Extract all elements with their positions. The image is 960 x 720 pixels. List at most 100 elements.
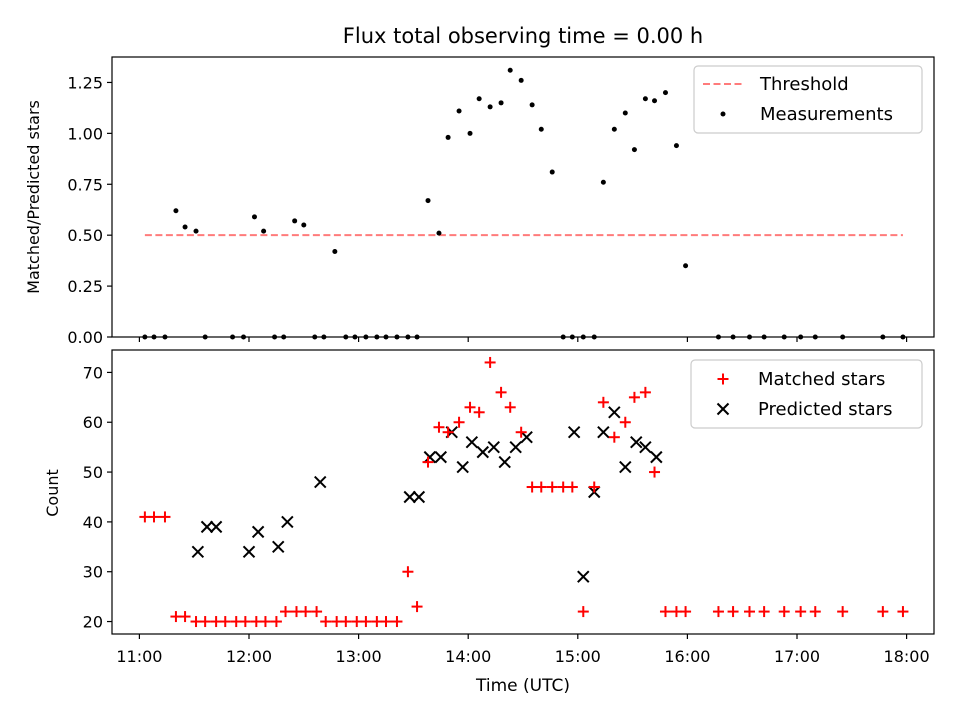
- predicted-star-point: [619, 460, 632, 474]
- bottom-y-axis-label: Count: [43, 469, 62, 517]
- matched-star-point: [495, 386, 507, 398]
- matched-star-point: [380, 616, 392, 628]
- measurement-point: [476, 96, 482, 102]
- matched-star-point: [712, 606, 724, 618]
- matched-star-point: [628, 391, 640, 403]
- predicted-star-point: [520, 430, 533, 444]
- matched-star-point: [577, 606, 589, 618]
- measurement-point: [498, 100, 504, 106]
- matched-star-point: [809, 606, 821, 618]
- predicted-stars-layer: [191, 406, 663, 583]
- measurement-point: [425, 198, 431, 204]
- measurement-point: [631, 147, 637, 153]
- bottom-y-tick-label: 30: [83, 563, 103, 582]
- measurement-point: [467, 130, 473, 136]
- matched-star-point: [219, 616, 231, 628]
- bottom-x-tick-label: 13:00: [336, 647, 382, 666]
- measurement-point: [622, 110, 628, 116]
- measurement-point: [683, 263, 689, 269]
- legend-threshold-label: Threshold: [759, 74, 849, 95]
- matched-star-point: [566, 481, 578, 493]
- predicted-star-point: [608, 406, 621, 419]
- matched-star-point: [199, 616, 211, 628]
- matched-star-point: [270, 616, 282, 628]
- measurement-point: [487, 104, 493, 110]
- predicted-star-point: [191, 545, 205, 558]
- matched-star-point: [422, 456, 434, 468]
- measurement-point: [518, 77, 524, 83]
- top-y-tick-label: 0.50: [67, 226, 103, 245]
- matched-star-point: [484, 356, 496, 368]
- bottom-y-tick-label: 70: [83, 363, 103, 382]
- top-y-tick-label: 1.00: [67, 124, 103, 143]
- measurement-point: [193, 228, 199, 234]
- matched-star-point: [778, 606, 790, 618]
- predicted-star-point: [242, 545, 256, 558]
- measurement-point: [261, 228, 267, 234]
- matched-star-point: [597, 396, 609, 408]
- matched-star-point: [360, 616, 372, 628]
- matched-star-point: [280, 606, 292, 618]
- matched-star-point: [659, 606, 671, 618]
- matched-star-point: [608, 431, 620, 443]
- measurement-point: [507, 67, 513, 73]
- measurement-point: [600, 179, 606, 185]
- bottom-x-ticks: 11:00 12:00 13:00 14:00 15:00 16:00 17:00 18:00: [116, 634, 930, 666]
- matched-star-point: [619, 416, 631, 428]
- bottom-y-tick-label: 40: [83, 513, 103, 532]
- matched-star-point: [411, 601, 423, 613]
- measurement-point: [549, 169, 555, 175]
- matched-star-point: [649, 466, 661, 478]
- legend-matched-label: Matched stars: [758, 369, 885, 390]
- matched-star-point: [433, 421, 445, 433]
- top-y-tick-label: 0.00: [67, 328, 103, 347]
- bottom-x-tick-label: 11:00: [116, 647, 162, 666]
- predicted-star-point: [200, 520, 214, 534]
- matched-star-point: [897, 606, 909, 618]
- matched-star-point: [239, 616, 251, 628]
- predicted-star-point: [567, 426, 581, 439]
- matched-star-point: [504, 401, 516, 413]
- matched-star-point: [179, 611, 191, 623]
- bottom-x-tick-label: 12:00: [226, 647, 272, 666]
- bottom-x-tick-label: 14:00: [445, 647, 491, 666]
- matched-star-point: [795, 606, 807, 618]
- bottom-x-tick-label: 17:00: [774, 647, 820, 666]
- predicted-star-point: [650, 450, 663, 464]
- matched-star-point: [259, 616, 271, 628]
- matched-star-point: [442, 426, 454, 438]
- matched-star-point: [515, 426, 527, 438]
- predicted-star-point: [476, 445, 490, 459]
- predicted-star-point: [639, 440, 652, 454]
- legend-predicted-marker: [716, 402, 730, 416]
- bottom-legend: Matched stars Predicted stars: [690, 359, 923, 429]
- bottom-x-tick-label: 15:00: [555, 647, 601, 666]
- matched-star-point: [453, 416, 465, 428]
- predicted-star-point: [209, 520, 223, 534]
- predicted-star-point: [281, 515, 294, 529]
- measurement-point: [436, 230, 442, 236]
- measurement-point: [173, 208, 179, 214]
- matched-star-point: [391, 616, 403, 628]
- matched-star-point: [402, 566, 414, 578]
- top-x-ticks: [138, 337, 908, 342]
- predicted-star-point: [577, 570, 590, 583]
- predicted-star-point: [314, 475, 327, 489]
- predicted-star-point: [597, 426, 610, 439]
- top-y-tick-label: 1.25: [67, 73, 103, 92]
- predicted-star-point: [423, 450, 437, 464]
- top-chart-title: Flux total observing time = 0.00 h: [343, 24, 703, 48]
- bottom-y-tick-label: 50: [83, 463, 103, 482]
- matched-star-point: [148, 511, 160, 523]
- matched-star-point: [837, 606, 849, 618]
- legend-matched-marker: [717, 373, 729, 385]
- top-y-tick-label: 0.75: [67, 175, 103, 194]
- matched-star-point: [639, 386, 651, 398]
- measurement-point: [445, 134, 451, 140]
- matched-star-point: [535, 481, 547, 493]
- matched-stars-layer: [139, 356, 909, 628]
- legend-measurements-label: Measurements: [760, 104, 893, 125]
- top-legend: Threshold Measurements: [693, 65, 923, 134]
- measurement-point: [332, 248, 338, 254]
